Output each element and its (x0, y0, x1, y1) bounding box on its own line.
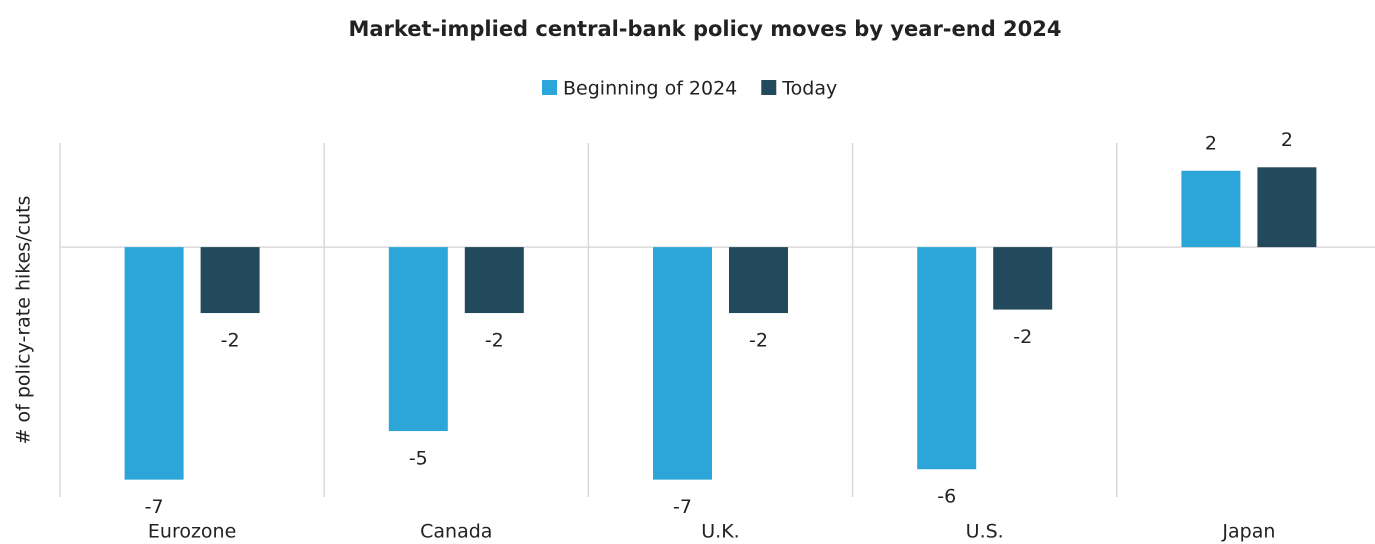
y-axis-label: # of policy-rate hikes/cuts (13, 196, 35, 445)
data-label: -2 (485, 330, 504, 352)
data-label: -7 (673, 496, 692, 518)
x-tick-label: U.S. (966, 521, 1004, 543)
bar (1181, 170, 1241, 248)
data-label: -2 (749, 330, 768, 352)
data-label: 2 (1205, 132, 1217, 154)
bar (464, 247, 524, 314)
data-label: -7 (145, 496, 164, 518)
bar (1257, 167, 1317, 248)
x-tick-label: U.K. (701, 521, 739, 543)
bar (993, 247, 1053, 310)
data-label: -2 (1013, 326, 1032, 348)
legend-label: Today (781, 78, 837, 100)
bar (653, 247, 712, 480)
data-label: 2 (1281, 129, 1293, 151)
bar (729, 247, 788, 314)
chart-title: Market-implied central-bank policy moves… (348, 17, 1061, 41)
bar (917, 247, 977, 470)
data-label: -2 (221, 330, 240, 352)
bar (388, 247, 448, 432)
legend-label: Beginning of 2024 (563, 78, 737, 100)
legend-swatch (761, 80, 777, 95)
x-tick-label: Canada (420, 521, 492, 543)
bar (200, 247, 260, 314)
x-tick-label: Eurozone (148, 521, 236, 543)
x-tick-label: Japan (1221, 521, 1275, 543)
bar (124, 247, 184, 480)
data-label: -5 (409, 448, 428, 470)
legend-swatch (542, 80, 557, 95)
data-label: -6 (937, 486, 956, 508)
